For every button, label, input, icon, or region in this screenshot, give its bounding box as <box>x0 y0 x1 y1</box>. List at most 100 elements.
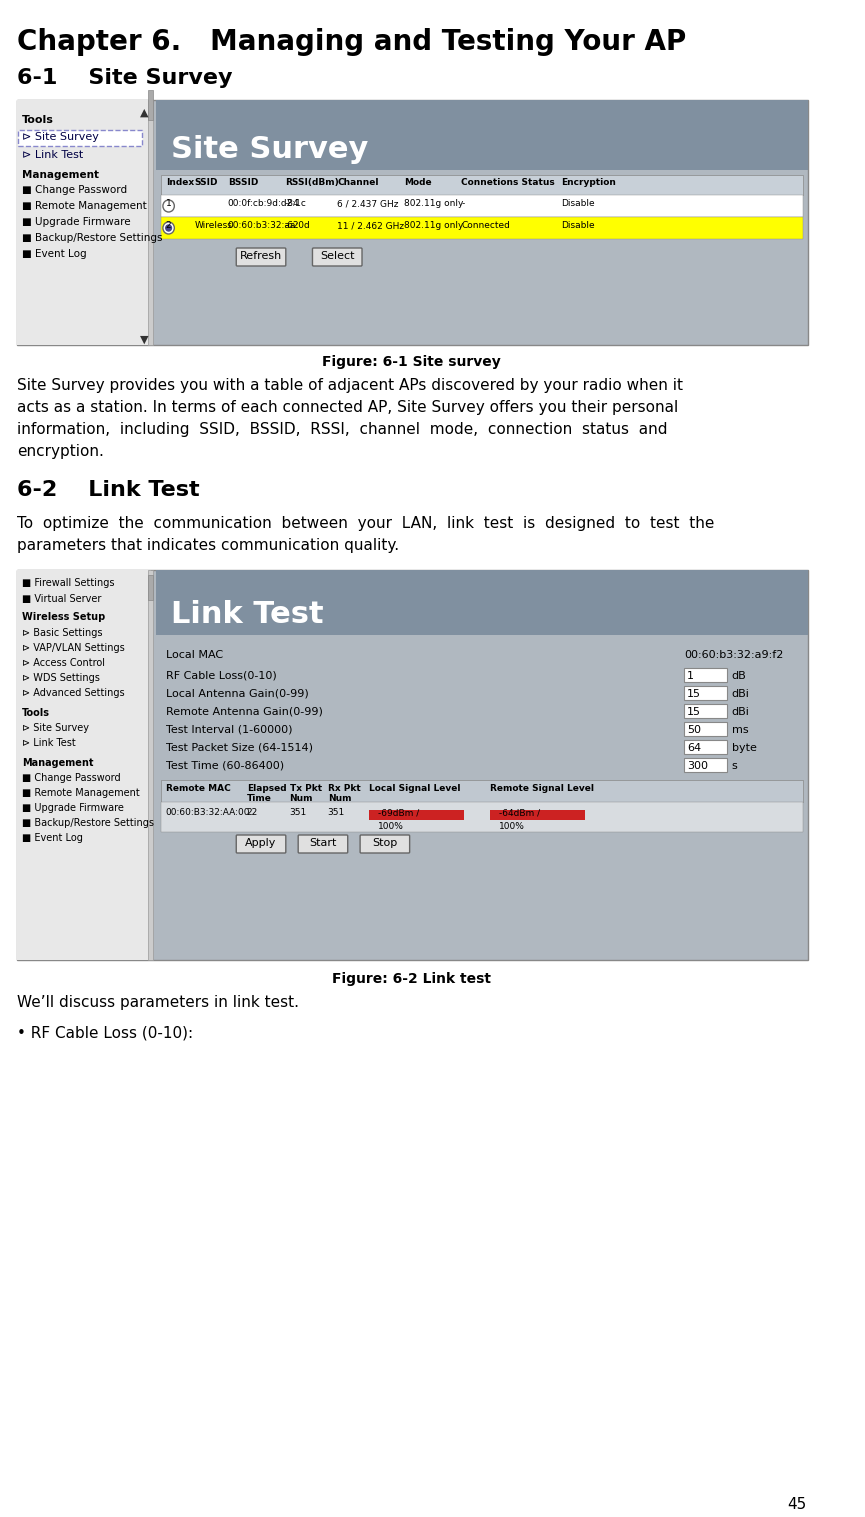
Text: Refresh: Refresh <box>240 250 282 261</box>
Text: ■ Upgrade Firmware: ■ Upgrade Firmware <box>22 217 131 228</box>
Bar <box>684 740 727 754</box>
Text: Start: Start <box>310 837 336 848</box>
Text: Management: Management <box>22 758 93 768</box>
FancyBboxPatch shape <box>236 834 285 853</box>
Text: -69dBm /: -69dBm / <box>378 809 420 818</box>
Text: -64dBm /: -64dBm / <box>499 809 541 818</box>
Text: Index: Index <box>166 177 194 187</box>
Text: 50: 50 <box>687 725 701 736</box>
Bar <box>17 100 808 344</box>
Text: 100%: 100% <box>499 822 525 831</box>
Text: -62: -62 <box>285 221 299 231</box>
Text: ■ Virtual Server: ■ Virtual Server <box>22 595 101 604</box>
Text: 6-2    Link Test: 6-2 Link Test <box>17 479 200 501</box>
Text: dB: dB <box>732 671 746 681</box>
Bar <box>157 570 808 636</box>
Bar <box>17 570 808 960</box>
Text: information,  including  SSID,  BSSID,  RSSI,  channel  mode,  connection  statu: information, including SSID, BSSID, RSSI… <box>17 422 668 437</box>
Text: ■ Remote Management: ■ Remote Management <box>22 200 147 211</box>
Text: RF Cable Loss(0-10): RF Cable Loss(0-10) <box>166 671 277 680</box>
Text: ⊳ Site Survey: ⊳ Site Survey <box>22 132 99 143</box>
Text: We’ll discuss parameters in link test.: We’ll discuss parameters in link test. <box>17 995 299 1010</box>
Text: ⊳ Link Test: ⊳ Link Test <box>22 737 75 748</box>
Text: Tools: Tools <box>22 708 50 718</box>
Text: 6-1    Site Survey: 6-1 Site Survey <box>17 68 233 88</box>
Text: 22: 22 <box>247 809 258 818</box>
Text: ⊳ VAP/VLAN Settings: ⊳ VAP/VLAN Settings <box>22 643 125 652</box>
Text: Rx Pkt
Num: Rx Pkt Num <box>328 784 361 804</box>
Text: 802.11g only: 802.11g only <box>404 199 464 208</box>
Bar <box>161 217 803 240</box>
Text: Test Packet Size (64-1514): Test Packet Size (64-1514) <box>166 742 313 752</box>
Text: Remote Antenna Gain(0-99): Remote Antenna Gain(0-99) <box>166 705 323 716</box>
Text: 6 / 2.437 GHz: 6 / 2.437 GHz <box>337 199 399 208</box>
Text: -: - <box>461 199 465 208</box>
Text: 351: 351 <box>328 809 345 818</box>
Bar <box>18 130 142 146</box>
Text: • RF Cable Loss (0-10):: • RF Cable Loss (0-10): <box>17 1025 193 1041</box>
Text: Encryption: Encryption <box>561 177 616 187</box>
Text: 802.11g only: 802.11g only <box>404 221 464 231</box>
Bar <box>148 90 153 120</box>
Text: Mode: Mode <box>404 177 432 187</box>
Text: ■ Change Password: ■ Change Password <box>22 185 127 196</box>
Text: 00:60:b3:32:aa:0d: 00:60:b3:32:aa:0d <box>227 221 311 231</box>
Text: Select: Select <box>320 250 355 261</box>
Text: Test Time (60-86400): Test Time (60-86400) <box>166 760 284 771</box>
Bar <box>684 758 727 772</box>
Text: ■ Firewall Settings: ■ Firewall Settings <box>22 578 114 589</box>
Bar <box>148 570 153 960</box>
Bar <box>148 575 153 601</box>
Circle shape <box>163 221 175 234</box>
Bar <box>148 100 153 344</box>
Text: Channel: Channel <box>337 177 379 187</box>
FancyBboxPatch shape <box>312 247 362 265</box>
Bar <box>161 196 803 217</box>
Text: ■ Event Log: ■ Event Log <box>22 249 87 259</box>
Text: -84: -84 <box>285 199 299 208</box>
Text: 45: 45 <box>788 1497 807 1512</box>
Text: ■ Backup/Restore Settings: ■ Backup/Restore Settings <box>22 818 154 828</box>
Text: acts as a station. In terms of each connected AP, Site Survey offers you their p: acts as a station. In terms of each conn… <box>17 400 678 416</box>
Text: Wireless: Wireless <box>195 221 232 231</box>
FancyBboxPatch shape <box>298 834 348 853</box>
Bar <box>17 100 151 344</box>
Text: 2: 2 <box>166 221 171 231</box>
Text: dBi: dBi <box>732 707 749 718</box>
Text: 100%: 100% <box>378 822 404 831</box>
Text: ⊳ Basic Settings: ⊳ Basic Settings <box>22 628 102 639</box>
Text: 15: 15 <box>687 707 701 718</box>
Text: parameters that indicates communication quality.: parameters that indicates communication … <box>17 539 400 554</box>
Circle shape <box>166 225 171 231</box>
Text: ▼: ▼ <box>139 335 148 344</box>
Bar <box>161 802 803 831</box>
Text: ms: ms <box>732 725 748 736</box>
Text: Site Survey: Site Survey <box>170 135 368 164</box>
Bar <box>17 570 151 960</box>
Text: byte: byte <box>732 743 757 752</box>
Text: Tx Pkt
Num: Tx Pkt Num <box>290 784 322 804</box>
Text: ⊳ Advanced Settings: ⊳ Advanced Settings <box>22 689 125 698</box>
Bar <box>157 100 808 170</box>
Text: Figure: 6-2 Link test: Figure: 6-2 Link test <box>332 972 491 986</box>
Text: dBi: dBi <box>732 689 749 699</box>
Bar <box>161 780 803 802</box>
Circle shape <box>163 200 175 212</box>
Text: RSSI(dBm): RSSI(dBm) <box>285 177 338 187</box>
Text: Wireless Setup: Wireless Setup <box>22 611 106 622</box>
Text: Site Survey provides you with a table of adjacent APs discovered by your radio w: Site Survey provides you with a table of… <box>17 378 683 393</box>
Text: Tools: Tools <box>22 115 54 124</box>
Text: encryption.: encryption. <box>17 444 104 460</box>
Text: Disable: Disable <box>561 199 595 208</box>
Text: Disable: Disable <box>561 221 595 231</box>
FancyBboxPatch shape <box>236 247 285 265</box>
FancyBboxPatch shape <box>360 834 410 853</box>
Text: Management: Management <box>22 170 99 181</box>
Text: Test Interval (1-60000): Test Interval (1-60000) <box>166 724 292 734</box>
Text: 11 / 2.462 GHz: 11 / 2.462 GHz <box>337 221 404 231</box>
Text: ■ Change Password: ■ Change Password <box>22 774 120 783</box>
Text: 00:60:b3:32:a9:f2: 00:60:b3:32:a9:f2 <box>684 649 784 660</box>
Text: ■ Remote Management: ■ Remote Management <box>22 787 139 798</box>
Text: 00:60:B3:32:AA:00: 00:60:B3:32:AA:00 <box>166 809 250 818</box>
Text: s: s <box>732 762 737 771</box>
